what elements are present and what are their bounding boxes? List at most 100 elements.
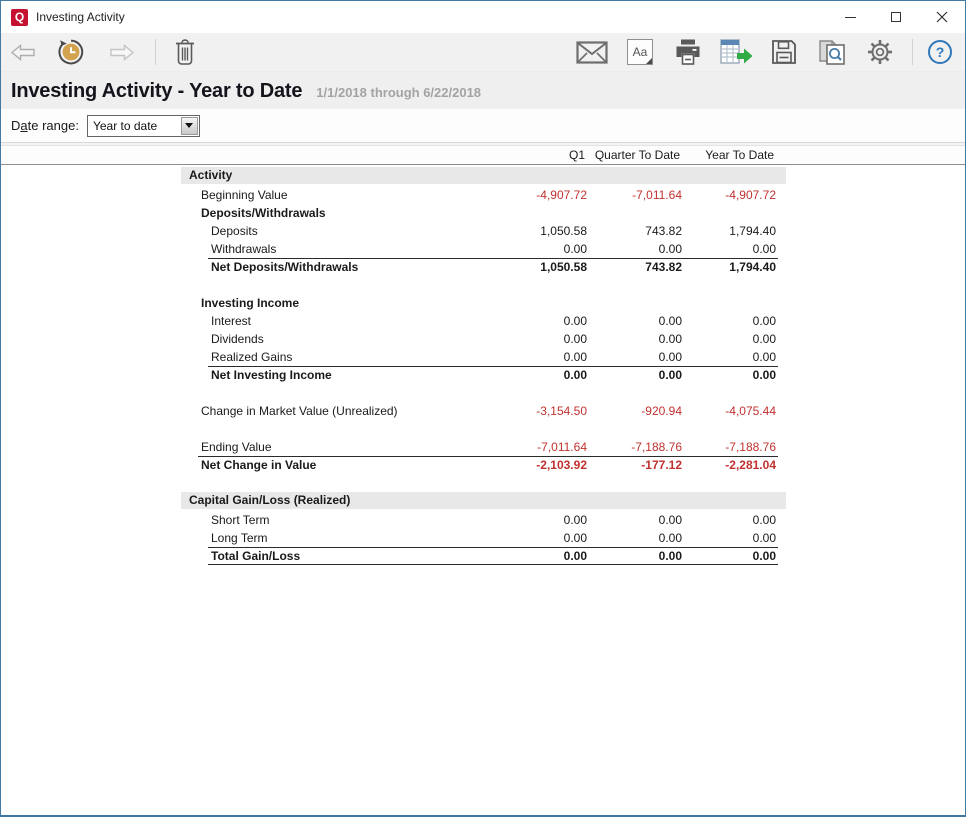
value-cell: 0.00 bbox=[666, 366, 776, 384]
value-cell: 0.00 bbox=[666, 348, 776, 366]
back-button[interactable] bbox=[1, 35, 45, 69]
table-row: Realized Gains0.000.000.00 bbox=[181, 348, 786, 366]
report-body: ActivityBeginning Value-4,907.72-7,011.6… bbox=[1, 166, 965, 815]
total-rule bbox=[208, 547, 778, 548]
column-headers: Q1Quarter To DateYear To Date bbox=[1, 146, 965, 165]
table-row: Deposits/Withdrawals bbox=[181, 204, 786, 222]
minimize-button[interactable] bbox=[827, 1, 873, 33]
toolbar-left-group bbox=[1, 35, 206, 69]
table-row: Net Deposits/Withdrawals1,050.58743.821,… bbox=[181, 258, 786, 276]
total-rule bbox=[208, 258, 778, 259]
table-row: Investing Income bbox=[181, 294, 786, 312]
chevron-down-icon bbox=[185, 123, 193, 128]
gear-icon bbox=[866, 38, 894, 66]
value-cell: -4,075.44 bbox=[666, 402, 776, 420]
row-label: Total Gain/Loss bbox=[181, 549, 300, 563]
font-aa-icon: Aa bbox=[627, 39, 653, 65]
value-cell: 0.00 bbox=[477, 547, 587, 565]
bottom-rule bbox=[208, 564, 778, 565]
value-cell: 0.00 bbox=[477, 240, 587, 258]
total-rule bbox=[198, 456, 778, 457]
spacer-row bbox=[181, 420, 786, 438]
row-label: Interest bbox=[181, 314, 251, 328]
row-label: Deposits bbox=[181, 224, 258, 238]
date-range-dropdown[interactable]: Year to date bbox=[87, 115, 200, 137]
section-row: Activity bbox=[181, 167, 786, 184]
row-label: Change in Market Value (Unrealized) bbox=[181, 404, 398, 418]
delete-report-button[interactable] bbox=[164, 35, 206, 69]
value-cell: -2,103.92 bbox=[477, 456, 587, 474]
toolbar-separator bbox=[155, 39, 156, 65]
value-cell: 0.00 bbox=[666, 511, 776, 529]
table-row: Dividends0.000.000.00 bbox=[181, 330, 786, 348]
row-label: Activity bbox=[181, 168, 232, 182]
maximize-button[interactable] bbox=[873, 1, 919, 33]
font-button[interactable]: Aa bbox=[616, 35, 664, 69]
close-button[interactable] bbox=[919, 1, 965, 33]
table-row: Change in Market Value (Unrealized) -3,15… bbox=[181, 402, 786, 420]
quicken-logo-icon: Q bbox=[11, 9, 28, 26]
value-cell: -7,188.76 bbox=[666, 438, 776, 456]
report-date-range-subtitle: 1/1/2018 through 6/22/2018 bbox=[316, 85, 481, 100]
row-label: Realized Gains bbox=[181, 350, 292, 364]
table-row: Net Investing Income0.000.000.00 bbox=[181, 366, 786, 384]
email-button[interactable] bbox=[568, 35, 616, 69]
save-button[interactable] bbox=[760, 35, 808, 69]
row-label: Capital Gain/Loss (Realized) bbox=[181, 493, 350, 507]
table-row: Beginning Value-4,907.72-7,011.64-4,907.… bbox=[181, 186, 786, 204]
filter-bar: Date range: Year to date bbox=[1, 109, 965, 142]
value-cell: 0.00 bbox=[666, 330, 776, 348]
table-row: Interest0.000.000.00 bbox=[181, 312, 786, 330]
report-header: Investing Activity - Year to Date 1/1/20… bbox=[1, 72, 965, 109]
value-cell: 0.00 bbox=[477, 312, 587, 330]
dropdown-button[interactable] bbox=[181, 117, 198, 135]
value-cell: 0.00 bbox=[666, 240, 776, 258]
close-icon bbox=[936, 11, 948, 23]
value-cell: -2,281.04 bbox=[666, 456, 776, 474]
help-icon: ? bbox=[928, 40, 952, 64]
column-header: Year To Date bbox=[644, 146, 774, 164]
settings-button[interactable] bbox=[856, 35, 904, 69]
row-label: Ending Value bbox=[181, 440, 272, 454]
export-data-icon bbox=[719, 38, 753, 66]
row-label: Long Term bbox=[181, 531, 267, 545]
date-range-label: Date range: bbox=[11, 118, 79, 133]
value-cell: 0.00 bbox=[666, 529, 776, 547]
value-cell: 1,050.58 bbox=[477, 222, 587, 240]
find-preview-button[interactable] bbox=[808, 35, 856, 69]
value-cell: 1,050.58 bbox=[477, 258, 587, 276]
save-floppy-icon bbox=[770, 38, 798, 66]
value-cell: 1,794.40 bbox=[666, 258, 776, 276]
spacer-row bbox=[181, 474, 786, 492]
spacer-row bbox=[181, 276, 786, 294]
print-button[interactable] bbox=[664, 35, 712, 69]
table-body: ActivityBeginning Value-4,907.72-7,011.6… bbox=[181, 167, 786, 565]
window-title: Investing Activity bbox=[36, 10, 125, 24]
preview-magnifier-icon bbox=[817, 38, 847, 67]
row-label: Net Change in Value bbox=[181, 458, 316, 472]
row-label: Dividends bbox=[181, 332, 264, 346]
toolbar-right-group: Aa bbox=[568, 35, 965, 69]
value-cell: -4,907.72 bbox=[477, 186, 587, 204]
report-table: ActivityBeginning Value-4,907.72-7,011.6… bbox=[181, 166, 786, 565]
minimize-icon bbox=[845, 17, 856, 18]
table-row: Total Gain/Loss0.000.000.00 bbox=[181, 547, 786, 565]
value-cell: 0.00 bbox=[666, 547, 776, 565]
forward-arrow-icon bbox=[109, 43, 135, 62]
value-cell: 0.00 bbox=[477, 330, 587, 348]
value-cell: 0.00 bbox=[666, 312, 776, 330]
value-cell: 0.00 bbox=[477, 511, 587, 529]
export-button[interactable] bbox=[712, 35, 760, 69]
value-cell: 0.00 bbox=[477, 348, 587, 366]
row-label: Beginning Value bbox=[181, 188, 288, 202]
toolbar-separator bbox=[912, 39, 913, 65]
envelope-icon bbox=[576, 41, 608, 64]
table-row: Ending Value-7,011.64-7,188.76-7,188.76 bbox=[181, 438, 786, 456]
help-button[interactable]: ? bbox=[921, 35, 959, 69]
history-button[interactable] bbox=[45, 35, 97, 69]
total-rule bbox=[208, 366, 778, 367]
row-label: Deposits/Withdrawals bbox=[181, 206, 326, 220]
forward-button[interactable] bbox=[97, 35, 147, 69]
back-arrow-icon bbox=[10, 43, 36, 62]
value-cell: -3,154.50 bbox=[477, 402, 587, 420]
